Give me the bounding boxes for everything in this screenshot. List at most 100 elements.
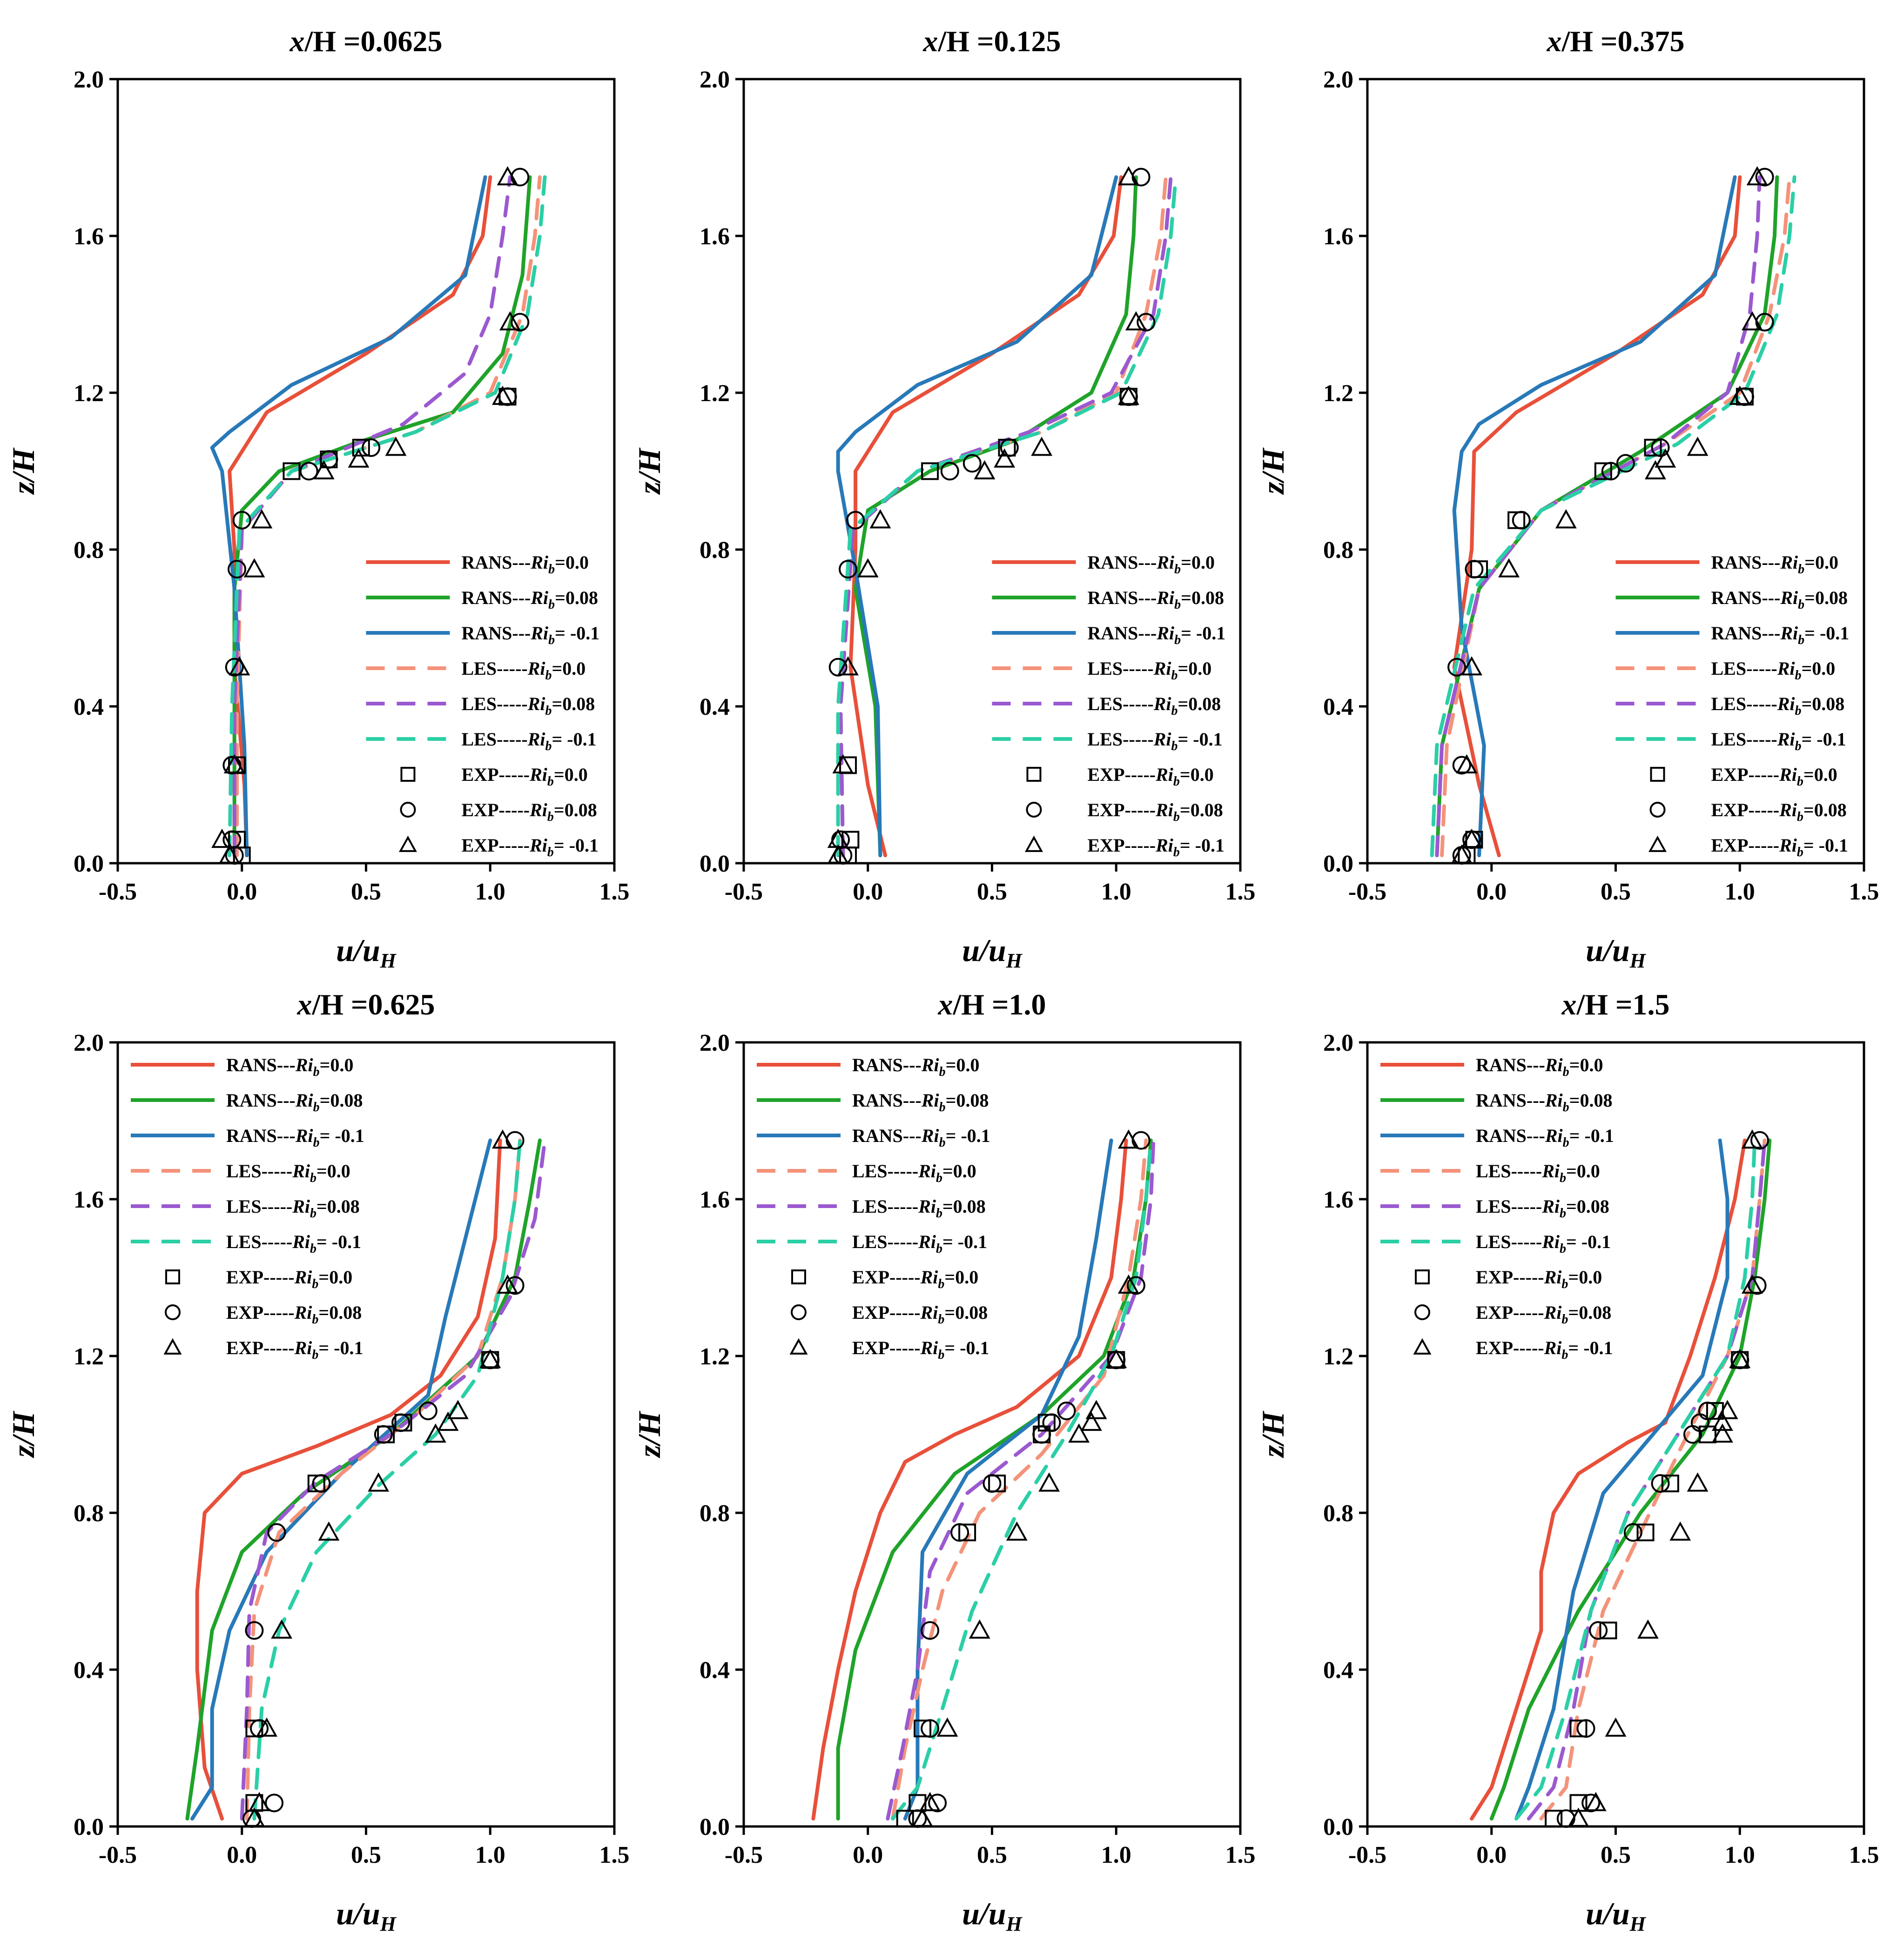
series-exp-rib-0-08-point (1465, 560, 1484, 579)
x-tick-label: 1.0 (1101, 1842, 1131, 1868)
series-exp-rib-0-1-point (1741, 311, 1763, 330)
series-exp-rib-0-08-point (940, 462, 959, 481)
y-tick-label: 1.2 (1323, 1343, 1353, 1370)
x-tick-label: 1.0 (1725, 879, 1755, 905)
series-exp-rib-0-1-point (1644, 460, 1666, 480)
series-les-rib-0-08-line (1435, 175, 1762, 858)
series-exp-rib-0-08-point (950, 1523, 969, 1542)
series-exp-rib-0-0-point (1599, 1621, 1617, 1639)
y-tick-label: 1.2 (700, 380, 730, 407)
series-les-rib-0-1-line (1514, 1138, 1757, 1821)
x-tick-label: 1.0 (475, 1842, 505, 1868)
x-tick-label: -0.5 (99, 1842, 137, 1868)
legend-marker (791, 1304, 807, 1320)
legend-label: EXP-----Rib= -0.1 (226, 1337, 363, 1362)
series-exp-rib-0-1-point (479, 1349, 501, 1369)
y-tick-label: 0.8 (74, 537, 104, 564)
legend-marker (165, 1304, 181, 1320)
series-exp-rib-0-1-point (1687, 436, 1709, 456)
y-tick-label: 2.0 (1323, 67, 1353, 93)
y-tick-label: 2.0 (74, 67, 104, 93)
y-tick-label: 0.8 (700, 1500, 730, 1527)
series-exp-rib-0-1-point (912, 1807, 934, 1827)
legend-label: RANS---Rib=0.0 (1476, 1054, 1603, 1079)
legend-label: LES-----Rib=0.0 (1711, 658, 1836, 683)
series-exp-rib-0-08-point (1581, 1793, 1601, 1813)
series-exp-rib-0-08-point (418, 1401, 437, 1420)
chart-title: x/H =0.375 (1546, 25, 1684, 58)
legend: RANS---Rib=0.0 RANS---Rib=0.08 RANS---Rib=… (757, 1054, 990, 1362)
series-exp-rib-0-08-point (362, 438, 381, 457)
x-tick-label: 0.0 (1476, 1842, 1507, 1868)
y-tick-label: 1.2 (74, 1343, 104, 1370)
chart-title: x/H =1.0 (937, 988, 1046, 1021)
series-exp-rib-0-1-point (313, 460, 335, 480)
series-exp-rib-0-1-point (1461, 828, 1483, 848)
x-tick-label: -0.5 (725, 879, 763, 905)
legend-label: EXP-----Rib=0.08 (852, 1302, 988, 1327)
series-exp-rib-0-1-point (1729, 385, 1751, 405)
legend-marker (1415, 1269, 1430, 1284)
legend-label: EXP-----Rib=0.0 (462, 764, 588, 789)
series-exp-rib-0-0-point (1644, 438, 1662, 457)
series-exp-rib-0-08-point (265, 1793, 284, 1813)
legend-label: LES-----Rib= -0.1 (852, 1231, 987, 1256)
legend-label: RANS---Rib= -0.1 (1476, 1125, 1614, 1150)
x-tick-label: 1.5 (1849, 1842, 1879, 1868)
legend-marker (1026, 766, 1042, 782)
legend-label: RANS---Rib= -0.1 (462, 623, 600, 647)
legend-label: EXP-----Rib=0.0 (852, 1267, 978, 1291)
y-axis-label: z/H (1255, 1410, 1291, 1458)
y-tick-label: 0.8 (700, 537, 730, 564)
legend-marker (163, 1338, 182, 1355)
series-exp-rib-0-1-point (1711, 1411, 1733, 1431)
series-exp-rib-0-1-point (1080, 1411, 1102, 1431)
series-exp-rib-0-08-point (374, 1425, 393, 1444)
x-tick-label: 0.0 (853, 1842, 883, 1868)
legend-label: RANS---Rib= -0.1 (1711, 623, 1850, 647)
series-exp-rib-0-0-point (1636, 1524, 1655, 1542)
x-tick-label: 0.5 (351, 879, 381, 905)
x-tick-label: 0.5 (977, 1842, 1007, 1868)
series-exp-rib-0-08-point (1042, 1413, 1061, 1432)
series-rans-rib-0-08-line (836, 1138, 1153, 1821)
legend: RANS---Rib=0.0 RANS---Rib=0.08 RANS---Rib=… (992, 552, 1225, 859)
legend-label: EXP-----Rib=0.08 (1088, 799, 1223, 824)
x-tick-label: 0.5 (351, 1842, 381, 1868)
series-exp-rib-0-1-point (1716, 1400, 1738, 1419)
legend-label: EXP-----Rib=0.0 (1088, 764, 1214, 789)
series-exp-rib-0-1-point (1585, 1792, 1607, 1812)
series-exp-rib-0-08-point (921, 1719, 940, 1738)
series-exp-rib-0-08-point (1698, 1401, 1717, 1420)
y-tick-label: 1.2 (74, 380, 104, 407)
y-tick-label: 0.8 (1323, 537, 1353, 564)
series-exp-rib-0-0-point (1507, 511, 1526, 529)
series-exp-rib-0-08-point (839, 560, 858, 579)
series-exp-rib-0-1-point (936, 1717, 958, 1737)
x-tick-label: -0.5 (1348, 1842, 1386, 1868)
series-exp-rib-0-1-point (447, 1400, 469, 1419)
chart-title: x/H =0.0625 (289, 25, 442, 58)
chart-panel-6: x/H =1.5-0.5 0.0 0.5 1.0 1.50.00.40.81.21.62… (1255, 988, 1879, 1935)
series-exp-rib-0-1-point (1456, 754, 1478, 774)
series-exp-rib-0-1-point (1729, 1349, 1751, 1369)
y-tick-label: 0.0 (74, 851, 104, 877)
legend-label: LES-----Rib= -0.1 (1088, 729, 1223, 753)
series-exp-rib-0-0-point (958, 1524, 976, 1542)
chart-panel-5: x/H =1.0-0.5 0.0 0.5 1.0 1.50.00.40.81.21.62… (632, 988, 1256, 1935)
series-exp-rib-0-08-point (828, 658, 848, 677)
series-exp-rib-0-08-point (928, 1793, 947, 1813)
y-tick-label: 1.2 (700, 1343, 730, 1370)
series-exp-rib-0-08-point (250, 1719, 269, 1738)
y-tick-label: 0.4 (1323, 1657, 1353, 1684)
series-rans-rib-0-1-line (903, 1138, 1113, 1821)
y-axis-label: z/H (6, 1410, 41, 1458)
x-tick-label: 0.0 (227, 1842, 257, 1868)
series-exp-rib-0-1-point (229, 656, 250, 676)
legend-marker (400, 801, 416, 818)
series-exp-rib-0-0-point (283, 462, 301, 480)
series-exp-rib-0-1-point (424, 1423, 446, 1443)
series-exp-rib-0-08-point (1750, 1131, 1769, 1150)
y-axis-label: z/H (632, 1410, 667, 1458)
